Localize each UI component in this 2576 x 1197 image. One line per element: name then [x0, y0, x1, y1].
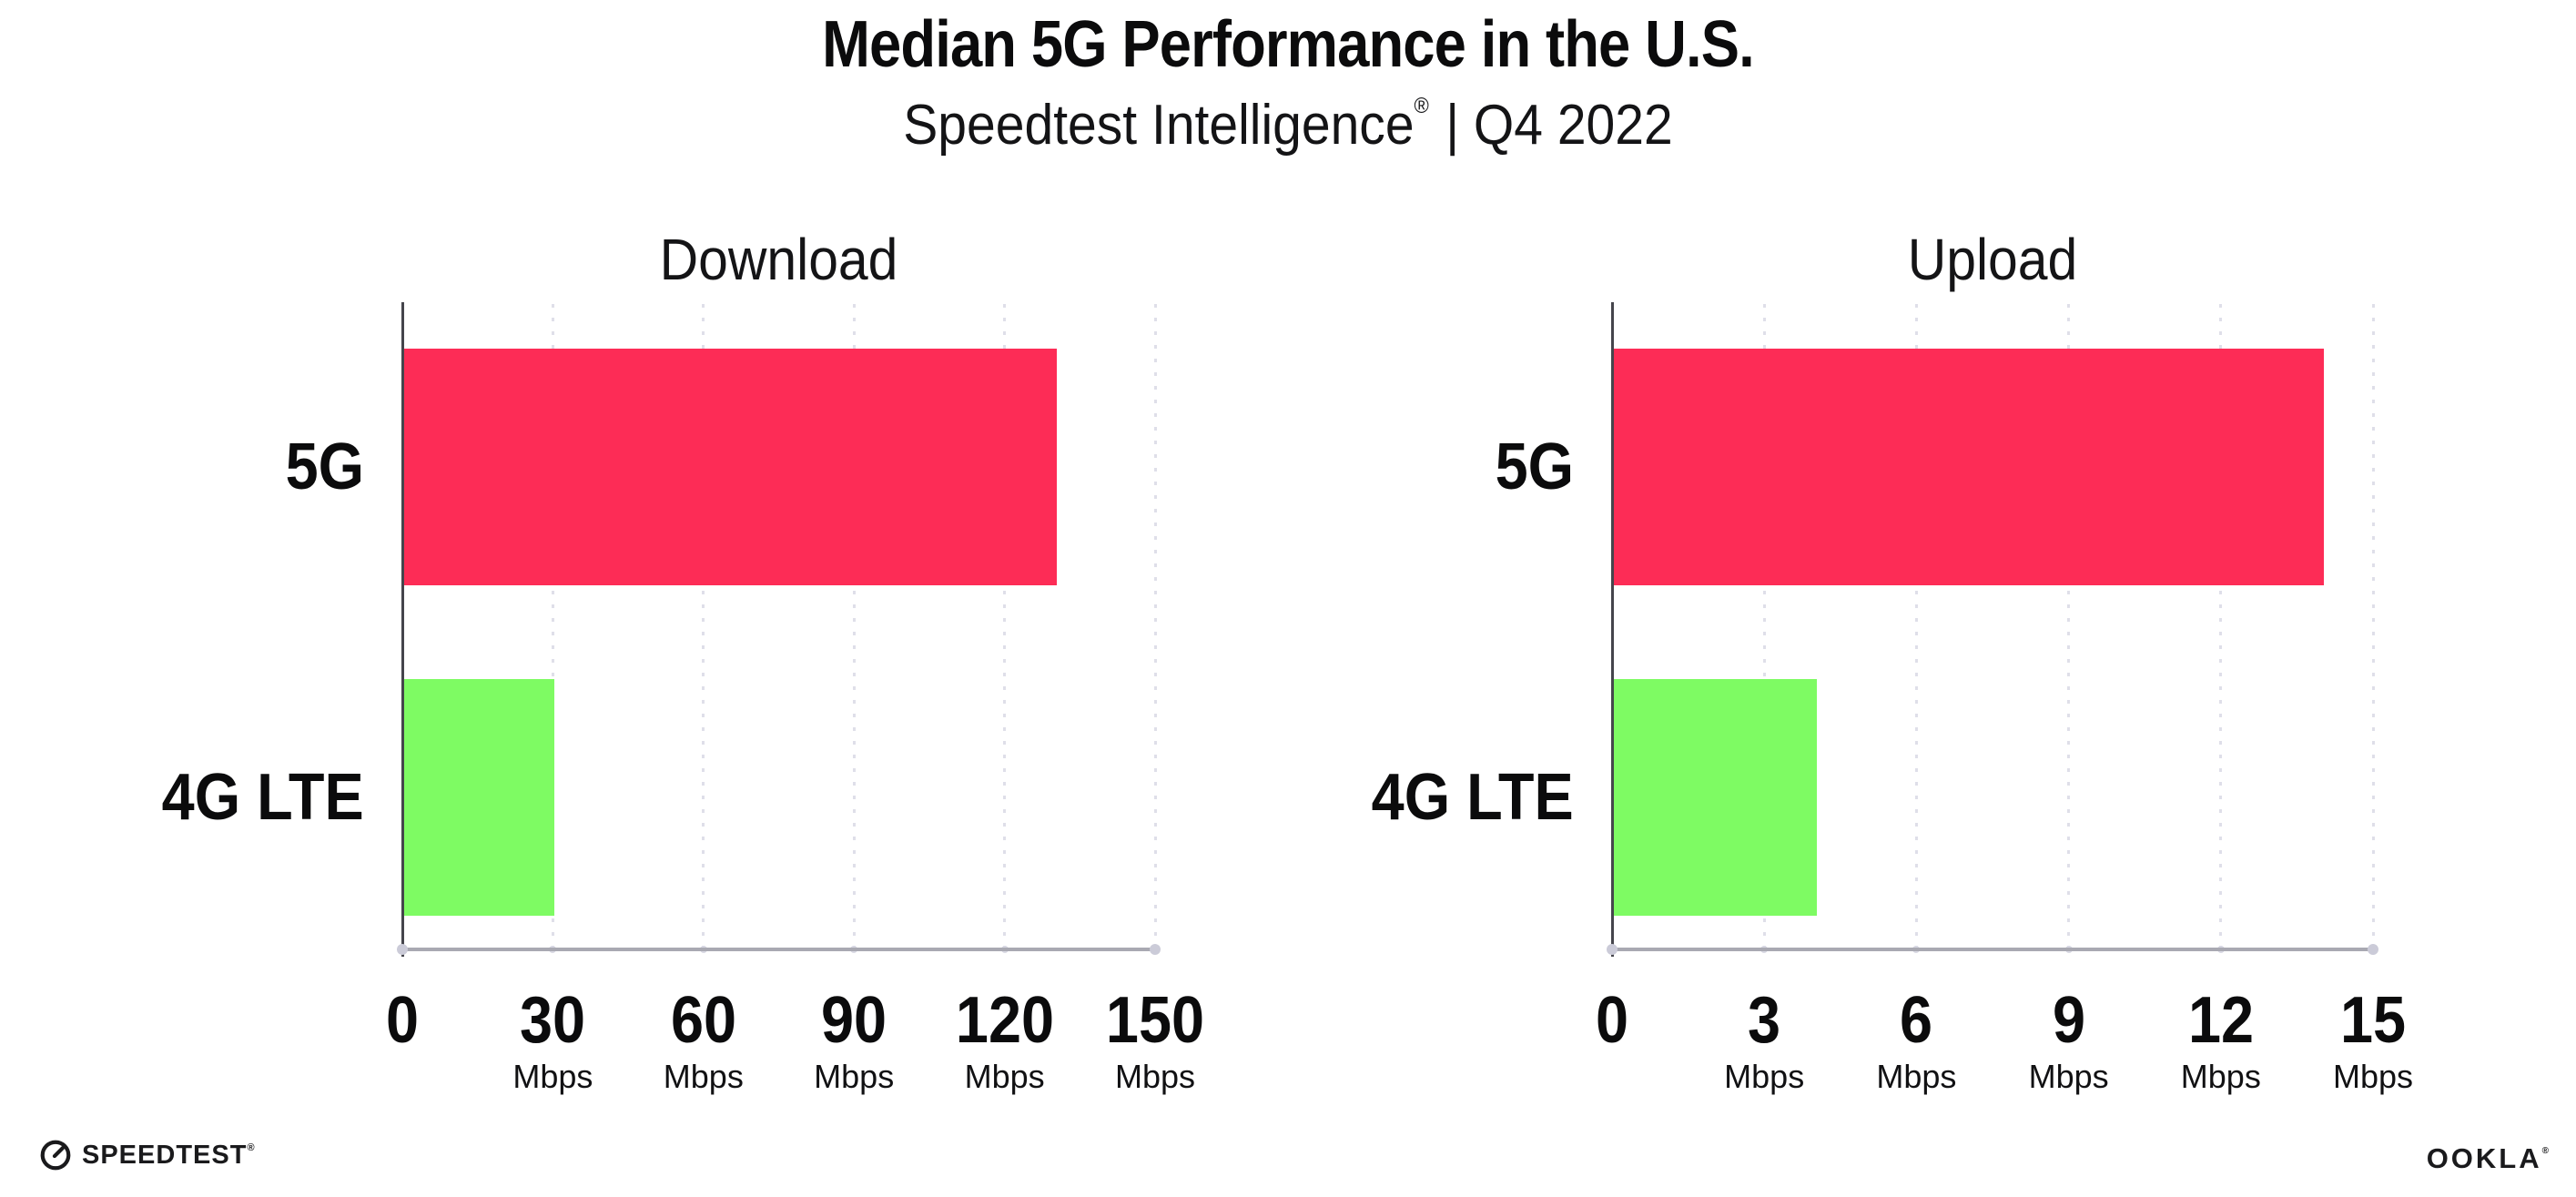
- x-tick-unit-label: Mbps: [512, 1058, 593, 1095]
- x-tick-unit-label: Mbps: [2028, 1058, 2109, 1095]
- bar-4g-lte: [1614, 679, 1817, 916]
- gridline: [1003, 304, 1007, 949]
- x-tick-label: 0: [1595, 984, 1629, 1057]
- gridline: [2371, 304, 2375, 949]
- speedtest-registered-mark-icon: ®: [247, 1141, 255, 1153]
- x-tick-label: 60: [670, 984, 736, 1057]
- gridline: [1914, 304, 1918, 949]
- y-axis-line: [401, 302, 404, 957]
- x-tick-unit-label: Mbps: [964, 1058, 1045, 1095]
- x-tick-unit-label: Mbps: [2332, 1058, 2414, 1095]
- bar-5g: [1614, 349, 2325, 585]
- axis-end-dot: [1150, 944, 1161, 955]
- speedtest-text: SPEEDTEST: [82, 1140, 248, 1170]
- chart-title: Upload: [1907, 227, 2078, 292]
- y-axis-line: [1611, 302, 1614, 957]
- axis-end-dot: [397, 944, 408, 955]
- category-label: 4G LTE: [1371, 761, 1574, 834]
- x-tick-label: 90: [821, 984, 887, 1057]
- gridline: [852, 304, 856, 949]
- x-tick-unit-label: Mbps: [1876, 1058, 1957, 1095]
- gridline: [2067, 304, 2071, 949]
- x-axis-line: [1610, 948, 2375, 951]
- x-tick-unit-label: Mbps: [663, 1058, 744, 1095]
- x-tick-label: 9: [2052, 984, 2085, 1057]
- download-chart: Download 0 30 Mbps 60 Mbps 90 Mbps 120 Mbps 150 Mbp…: [162, 227, 1204, 1095]
- gridline: [1762, 304, 1766, 949]
- x-axis-line: [401, 948, 1157, 951]
- registered-mark-icon: ®: [1414, 94, 1429, 118]
- x-tick-label: 15: [2339, 984, 2407, 1057]
- x-tick-unit-label: Mbps: [814, 1058, 895, 1095]
- page-title: Median 5G Performance in the U.S.: [822, 8, 1755, 81]
- chart-title: Download: [659, 227, 898, 292]
- ookla-text: OOKLA: [2426, 1142, 2542, 1174]
- x-tick-label: 3: [1748, 984, 1781, 1057]
- gauge-icon: [38, 1138, 73, 1172]
- speedtest-logo: SPEEDTEST®: [38, 1138, 255, 1172]
- bar-4g-lte: [404, 679, 555, 916]
- x-tick-label: 120: [955, 984, 1054, 1057]
- category-label: 5G: [285, 431, 364, 503]
- subtitle-period: | Q4 2022: [1445, 94, 1673, 157]
- axis-end-dot: [2368, 944, 2378, 955]
- x-tick-unit-label: Mbps: [1114, 1058, 1196, 1095]
- gridline: [551, 304, 554, 949]
- ookla-logo: OOKLA®: [2427, 1142, 2549, 1175]
- speedtest-wordmark: SPEEDTEST®: [82, 1141, 255, 1171]
- x-tick-unit-label: Mbps: [2180, 1058, 2261, 1095]
- x-tick-unit-label: Mbps: [1724, 1058, 1805, 1095]
- page-subtitle: Speedtest Intelligence® | Q4 2022: [103, 93, 2473, 157]
- gridline: [2219, 304, 2223, 949]
- x-tick-label: 30: [520, 984, 586, 1057]
- gridline: [702, 304, 705, 949]
- category-label: 4G LTE: [161, 761, 364, 834]
- x-tick-label: 0: [385, 984, 420, 1057]
- category-label: 5G: [1495, 431, 1574, 503]
- subtitle-brand: Speedtest Intelligence: [903, 94, 1415, 157]
- axis-end-dot: [1607, 944, 1618, 955]
- x-tick-label: 150: [1105, 984, 1205, 1057]
- x-tick-label: 6: [1900, 984, 1933, 1057]
- x-tick-label: 12: [2187, 984, 2254, 1057]
- ookla-registered-mark-icon: ®: [2541, 1146, 2549, 1156]
- bar-5g: [404, 349, 1057, 585]
- upload-chart: Upload 0 3 Mbps 6 Mbps 9 Mbps 12 Mbps 15 Mbps 5G 4G L…: [1372, 227, 2413, 1095]
- gridline: [1153, 304, 1157, 949]
